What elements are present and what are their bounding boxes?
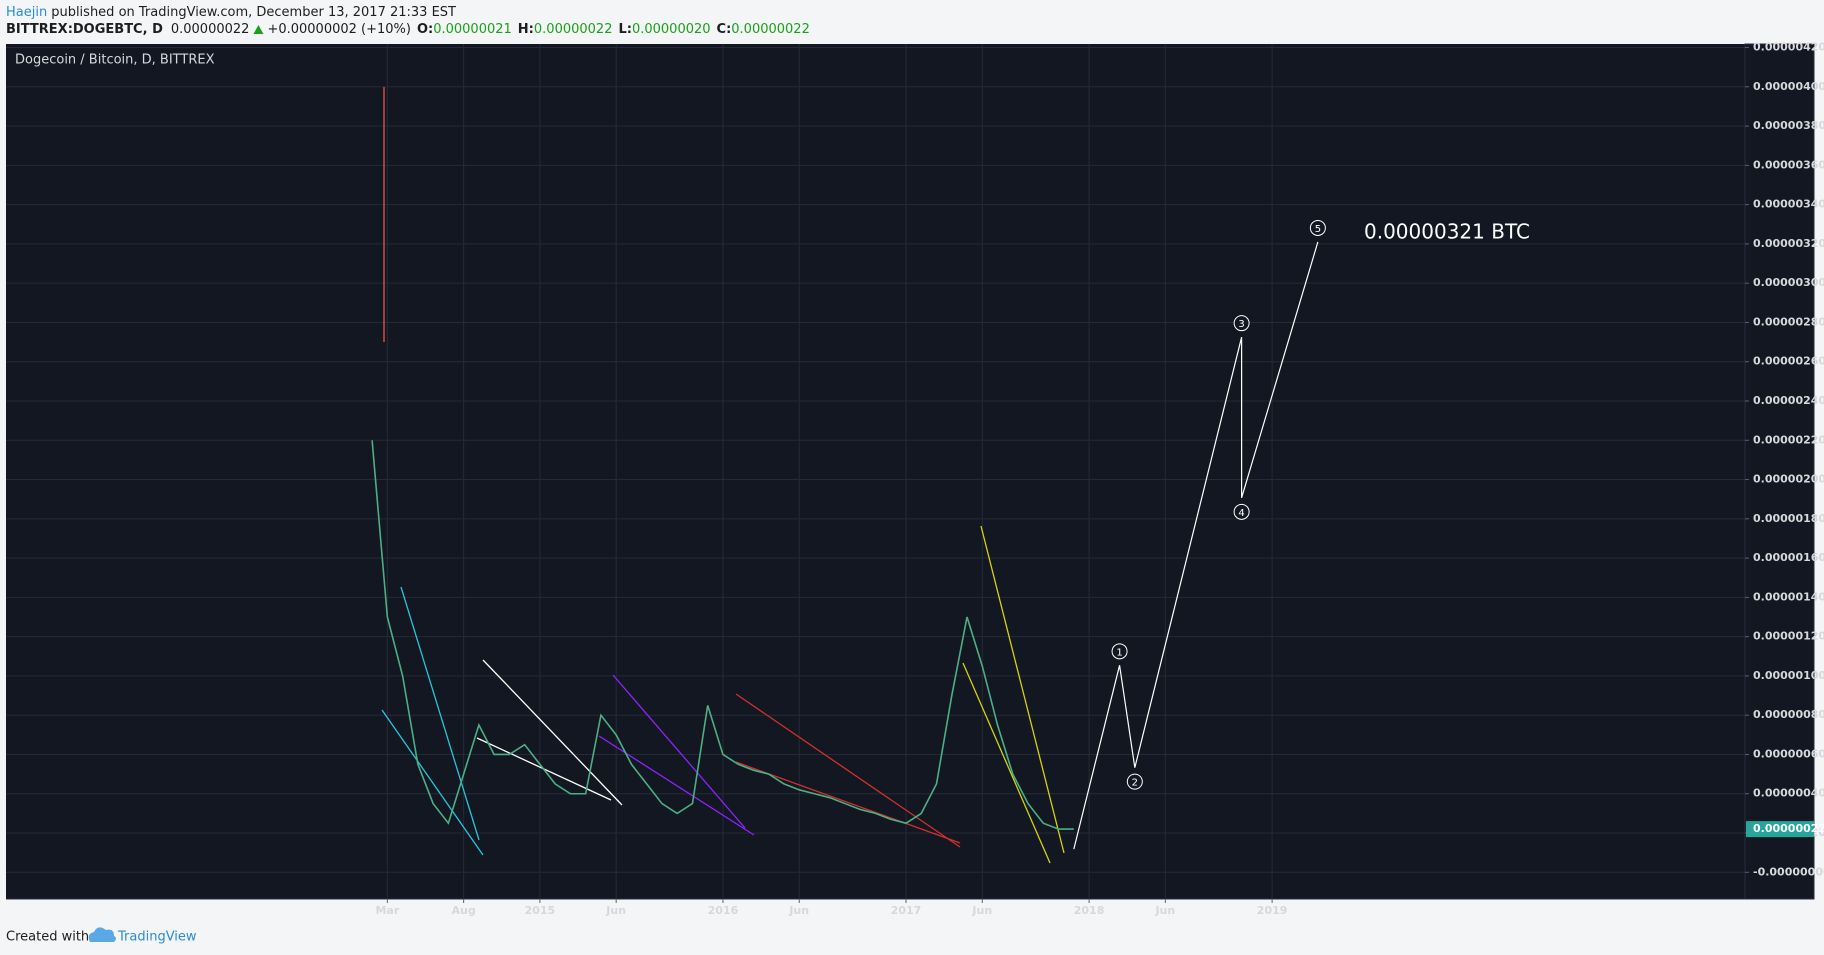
wave-label: 2 xyxy=(1132,778,1138,789)
wave-projection xyxy=(1073,241,1319,850)
x-tick-label: 2015 xyxy=(525,904,556,917)
y-tick-label: 0.00000300 xyxy=(1753,276,1824,289)
y-tick-label: 0.00000200 xyxy=(1753,473,1824,486)
trend-line xyxy=(400,586,480,841)
y-tick-label: 0.00000220 xyxy=(1753,433,1824,446)
y-tick-label: 0.00000180 xyxy=(1753,512,1824,525)
ohlc-value: 0.00000020 xyxy=(632,22,711,37)
ohlc-value: 0.00000022 xyxy=(731,22,810,37)
y-tick-label: 0.00000080 xyxy=(1753,708,1824,721)
pane xyxy=(6,44,1745,899)
tv-logo xyxy=(88,927,116,942)
header-line2: BITTREX:DOGEBTC, D 0.00000022 +0.00000002 … xyxy=(6,22,810,37)
trend-line xyxy=(612,674,746,829)
y-tick-label: 0.00000320 xyxy=(1753,237,1824,250)
trend-lines xyxy=(381,87,1065,864)
y-tick-label: 0.00000280 xyxy=(1753,315,1824,328)
x-tick-label: 2018 xyxy=(1074,904,1105,917)
header-line1: Haejin published on TradingView.com, Dece… xyxy=(6,5,456,20)
x-tick-label: 2019 xyxy=(1257,904,1288,917)
footer-text: Created with xyxy=(6,930,89,945)
change: +0.00000002 (+10%) xyxy=(267,22,411,37)
ohlc-key: H: xyxy=(518,22,534,37)
trend-line xyxy=(962,662,1051,864)
x-tick-label: Jun xyxy=(605,904,626,917)
published: published on TradingView.com, December 1… xyxy=(51,5,456,20)
y-tick-label: 0.00000120 xyxy=(1753,630,1824,643)
ohlc-key: C: xyxy=(717,22,732,37)
y-tick-label: 0.00000040 xyxy=(1753,787,1824,800)
y-tick-label: 0.00000420 xyxy=(1753,41,1824,54)
trend-line xyxy=(482,659,623,806)
trend-line xyxy=(735,693,961,848)
grid xyxy=(6,44,1745,899)
x-tick-label: 2016 xyxy=(708,904,739,917)
wave-point xyxy=(1111,643,1128,660)
y-tick-label: 0.00000160 xyxy=(1753,551,1824,564)
pane-title: Dogecoin / Bitcoin, D, BITTREX xyxy=(15,53,215,68)
y-tick-label: 0.00000340 xyxy=(1753,198,1824,211)
y-tick-label: 0.00000360 xyxy=(1753,158,1824,171)
wave-point xyxy=(1309,219,1326,236)
last-price-label: 0.00000022 xyxy=(1753,822,1824,835)
wave-point xyxy=(1233,503,1250,520)
trend-line xyxy=(980,525,1065,854)
ohlc-value: 0.00000022 xyxy=(534,22,613,37)
author[interactable]: Haejin xyxy=(6,5,47,20)
x-tick-label: Jun xyxy=(788,904,809,917)
price-axis xyxy=(1744,43,1815,900)
wave-label: 3 xyxy=(1238,319,1244,330)
x-tick-label: Jun xyxy=(971,904,992,917)
x-tick-label: 2017 xyxy=(891,904,922,917)
ohlc-key: O: xyxy=(417,22,433,37)
y-tick-label: -0.00000000 xyxy=(1753,865,1824,878)
up-arrow xyxy=(253,25,264,34)
wave-label: 4 xyxy=(1238,508,1244,519)
target-annotation: 0.00000321 BTC xyxy=(1364,220,1530,244)
trend-line xyxy=(735,761,961,844)
plot: 1 2 3 4 5 xyxy=(371,219,1326,850)
y-tick-label: 0.00000380 xyxy=(1753,119,1824,132)
y-tick-label: 0.00000140 xyxy=(1753,590,1824,603)
x-tick-label: Jun xyxy=(1154,904,1175,917)
wave-label: 5 xyxy=(1315,224,1321,235)
y-tick-label: 0.00000100 xyxy=(1753,669,1824,682)
y-tick-label: 0.00000240 xyxy=(1753,394,1824,407)
y-tick-label: 0.00000060 xyxy=(1753,747,1824,760)
price-line xyxy=(371,440,1074,830)
wave-point xyxy=(1126,773,1143,790)
ohlc-key: L: xyxy=(618,22,631,37)
y-tick-label: 0.00000260 xyxy=(1753,355,1824,368)
last-price-box xyxy=(1746,821,1814,838)
x-tick-label: Mar xyxy=(375,904,399,917)
header-quote: BITTREX:DOGEBTC, D 0.00000022 +0.00000002 … xyxy=(6,22,810,37)
trend-line xyxy=(381,709,484,856)
x-tick-label: Aug xyxy=(452,904,476,917)
footer: Created with TradingView xyxy=(6,927,197,945)
last: 0.00000022 xyxy=(171,22,250,37)
y-tick-label: 0.00000400 xyxy=(1753,80,1824,93)
symbol: BITTREX:DOGEBTC, D xyxy=(6,22,163,37)
footer-brand[interactable]: TradingView xyxy=(117,930,197,945)
ohlc-value: 0.00000021 xyxy=(433,22,512,37)
wave-label: 1 xyxy=(1116,647,1122,658)
wave-point xyxy=(1233,315,1250,332)
